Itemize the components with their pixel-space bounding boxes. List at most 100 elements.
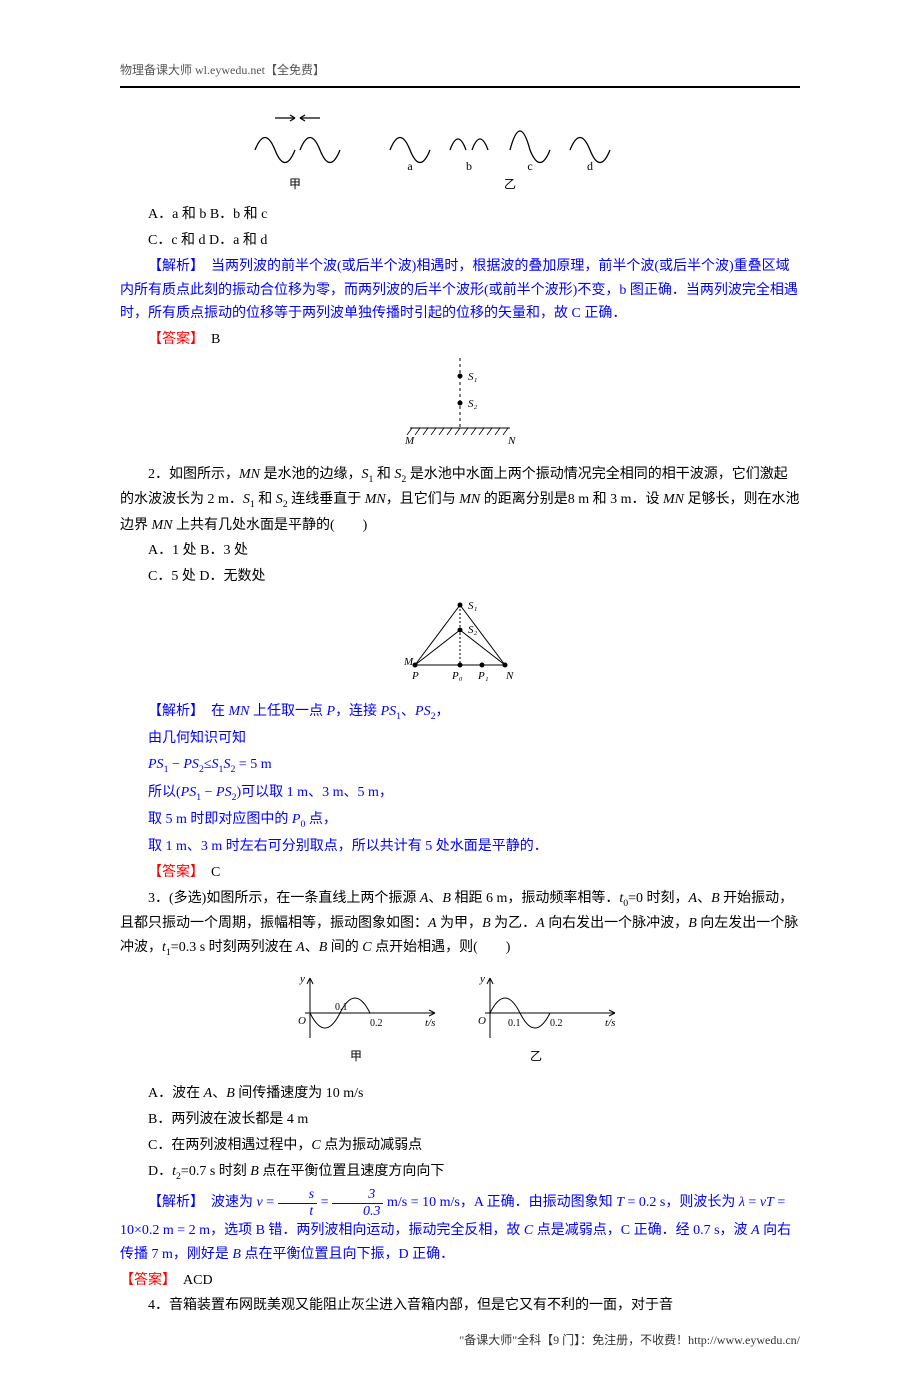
fraction: 30.3 — [332, 1187, 384, 1219]
t: MN — [152, 518, 173, 533]
q2-options-line2: C．5 处 D．无数处 — [120, 565, 800, 589]
t: 点开始相遇，则( ) — [372, 940, 511, 955]
t: MN — [459, 492, 480, 507]
svg-text:O: O — [478, 1015, 486, 1027]
q1-options-line2: C．c 和 d D．a 和 d — [120, 229, 800, 253]
t: A — [204, 1086, 213, 1101]
svg-text:0.2: 0.2 — [550, 1018, 563, 1029]
t: 间的 — [327, 940, 362, 955]
t: 为甲， — [437, 916, 483, 931]
svg-text:S₂: S₂ — [468, 398, 478, 410]
q1-options-line1: A．a 和 b B．b 和 c — [120, 203, 800, 227]
svg-text:d: d — [587, 159, 593, 173]
t: PS — [148, 757, 164, 772]
t: S — [212, 757, 219, 772]
page-header: 物理备课大师 wl.eywedu.net【全免费】 — [120, 60, 800, 88]
t: B — [250, 1164, 259, 1179]
t: 和 — [373, 467, 394, 482]
t: B — [711, 891, 720, 906]
t: )可以取 1 m、3 m、5 m， — [237, 785, 393, 800]
t: 、 — [697, 891, 711, 906]
svg-text:M: M — [404, 435, 415, 447]
t: PS — [415, 704, 431, 719]
t: PS — [183, 757, 199, 772]
t: 2．如图所示， — [148, 467, 239, 482]
answer-label: 【答案】 — [148, 332, 197, 347]
q2-analysis-l1: 【解析】 在 MN 上任取一点 P，连接 PS1、PS2， — [120, 700, 800, 725]
svg-text:S₁: S₁ — [468, 371, 478, 383]
t: vT — [760, 1195, 774, 1210]
t: 上共有几处水面是平静的( ) — [173, 518, 368, 533]
t: S — [362, 467, 369, 482]
svg-text:P: P — [411, 670, 419, 682]
svg-text:乙: 乙 — [530, 1049, 542, 1063]
t: A．波在 — [148, 1086, 204, 1101]
svg-text:P₀: P₀ — [451, 670, 463, 682]
q3-analysis: 【解析】 波速为 v = st = 30.3 m/s = 10 m/s，A 正确… — [120, 1187, 800, 1266]
t: S — [243, 492, 250, 507]
svg-text:P₁: P₁ — [477, 670, 489, 682]
q1-answer: 【答案】 B — [120, 328, 800, 352]
t: B — [482, 916, 491, 931]
t: =0.3 s 时刻两列波在 — [171, 940, 296, 955]
t: 相距 6 m，振动频率相等． — [451, 891, 619, 906]
svg-text:0.1: 0.1 — [508, 1018, 521, 1029]
svg-text:t/s: t/s — [425, 1017, 435, 1029]
num: 3 — [332, 1187, 384, 1203]
q2-stem: 2．如图所示，MN 是水池的边缘，S1 和 S2 是水池中水面上两个振动情况完全… — [120, 463, 800, 538]
t: 、 — [212, 1086, 226, 1101]
t: 间传播速度为 10 m/s — [235, 1086, 364, 1101]
t: 向右发出一个脉冲波， — [545, 916, 689, 931]
q3-answer: 【答案】 ACD — [120, 1269, 800, 1293]
q4-stem: 4．音箱装置布网既美观又能阻止灰尘进入音箱内部，但是它又有不利的一面，对于音 — [120, 1294, 800, 1318]
t: D． — [148, 1164, 172, 1179]
svg-text:y: y — [479, 973, 485, 985]
fraction: st — [278, 1187, 317, 1219]
answer-label: 【答案】 — [148, 865, 197, 880]
analysis-label: 【解析】 — [148, 259, 197, 274]
den: 0.3 — [332, 1204, 384, 1219]
t: 上任取一点 — [250, 704, 327, 719]
t: ，连接 — [335, 704, 381, 719]
t: 点为振动减弱点 — [321, 1138, 423, 1153]
figure-3: S₁ S₂ M P P₀ P₁ N — [120, 595, 800, 694]
t: = — [317, 1195, 332, 1210]
svg-text:c: c — [527, 159, 532, 173]
q2-analysis-l6: 取 1 m、3 m 时左右可分别取点，所以共计有 5 处水面是平静的． — [120, 835, 800, 859]
num: s — [278, 1187, 317, 1203]
q2-analysis-l2: 由几何知识可知 — [120, 727, 800, 751]
figure-4: y O 0.1 0.2 t/s 甲 y O 0.1 0.2 t/s 乙 — [120, 968, 800, 1077]
q3-option-c: C．在两列波相遇过程中，C 点为振动减弱点 — [120, 1134, 800, 1158]
t: 点在平衡位置且向下振，D 正确． — [241, 1247, 454, 1262]
t: = 5 m — [235, 757, 271, 772]
svg-text:N: N — [505, 670, 514, 682]
t: MN — [663, 492, 684, 507]
t: S — [276, 492, 283, 507]
t: m/s = 10 m/s，A 正确．由振动图象知 — [383, 1195, 616, 1210]
q3-answer-value: ACD — [169, 1273, 213, 1288]
svg-text:S₁: S₁ — [468, 600, 478, 612]
t: B — [232, 1247, 241, 1262]
t: 、 — [401, 704, 415, 719]
t: B — [319, 940, 328, 955]
svg-text:O: O — [298, 1015, 306, 1027]
t: C — [524, 1223, 533, 1238]
q3-option-d: D．t2=0.7 s 时刻 B 点在平衡位置且速度方向向下 — [120, 1160, 800, 1185]
analysis-label: 【解析】 — [148, 704, 197, 719]
figure-2: S₁ S₂ — [120, 358, 800, 457]
t: 所以( — [148, 785, 181, 800]
q1-analysis-text: 当两列波的前半个波(或后半个波)相遇时，根据波的叠加原理，前半个波(或后半个波)… — [120, 259, 798, 322]
t: B — [688, 916, 697, 931]
svg-text:S₂: S₂ — [468, 624, 478, 636]
t: 波速为 — [197, 1195, 257, 1210]
t: A — [536, 916, 545, 931]
t: A — [751, 1223, 760, 1238]
t: A — [428, 916, 437, 931]
t: C．在两列波相遇过程中， — [148, 1138, 311, 1153]
t: =0.7 s 时刻 — [181, 1164, 250, 1179]
t: MN — [239, 467, 260, 482]
t: PS — [181, 785, 197, 800]
t: C — [362, 940, 371, 955]
t: C — [311, 1138, 320, 1153]
t: 和 — [255, 492, 276, 507]
